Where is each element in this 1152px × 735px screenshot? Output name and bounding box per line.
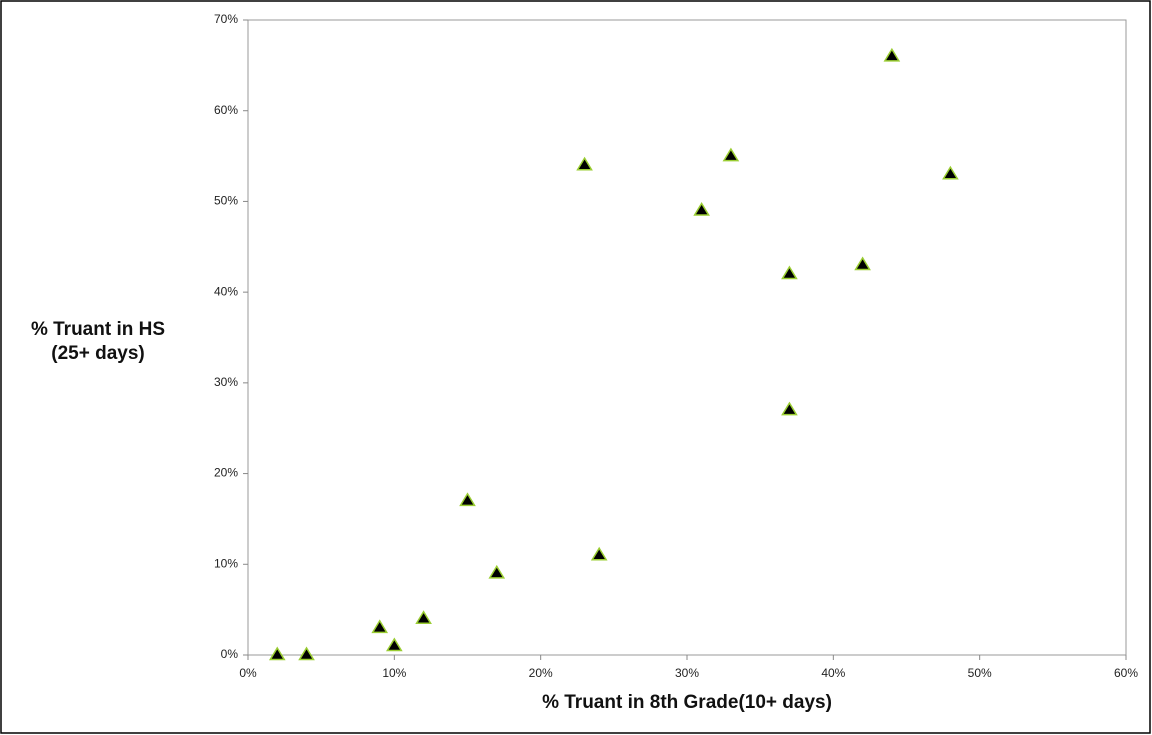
x-tick-label: 0% — [239, 666, 257, 680]
marker — [459, 492, 476, 507]
y-tick-label: 20% — [214, 466, 238, 480]
marker — [488, 564, 506, 579]
y-tick-label: 70% — [214, 12, 238, 26]
marker — [693, 202, 710, 216]
y-tick-label: 40% — [214, 284, 238, 298]
marker — [722, 147, 740, 162]
x-tick-label: 40% — [821, 666, 845, 680]
marker — [576, 156, 593, 171]
x-tick-label: 50% — [968, 666, 992, 680]
x-tick-label: 60% — [1114, 666, 1138, 680]
marker — [590, 546, 608, 561]
x-axis-title: % Truant in 8th Grade(10+ days) — [542, 692, 832, 713]
marker — [298, 646, 315, 661]
marker — [942, 165, 959, 180]
y-axis-title: (25+ days) — [51, 343, 144, 364]
x-tick-label: 30% — [675, 666, 699, 680]
x-tick-label: 10% — [382, 666, 406, 680]
y-tick-label: 50% — [214, 194, 238, 208]
y-tick-label: 0% — [221, 647, 239, 661]
y-tick-label: 60% — [214, 103, 238, 117]
marker — [268, 646, 286, 661]
marker — [386, 637, 403, 652]
x-tick-label: 20% — [529, 666, 553, 680]
marker — [883, 47, 901, 62]
marker — [781, 401, 798, 416]
y-axis-title: % Truant in HS — [31, 319, 165, 340]
y-tick-label: 30% — [214, 375, 238, 389]
marker — [854, 256, 871, 271]
marker — [781, 265, 798, 280]
y-tick-label: 10% — [214, 556, 238, 570]
marker — [415, 610, 432, 625]
marker — [371, 619, 389, 634]
